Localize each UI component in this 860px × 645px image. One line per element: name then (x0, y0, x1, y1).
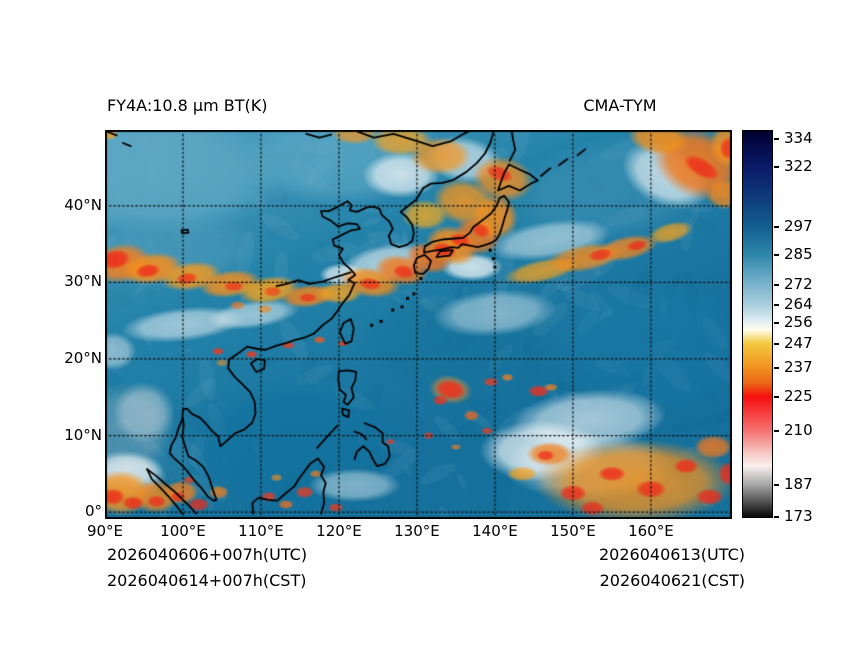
colorbar-tick-mark (774, 484, 779, 487)
y-tick-label: 0° (84, 502, 102, 521)
colorbar-tick-mark (774, 253, 779, 256)
footer-right-line1: 2026040613(UTC) (599, 545, 745, 564)
map-plot-area (105, 130, 732, 519)
y-tick-label: 10°N (64, 425, 102, 444)
colorbar-tick-mark (774, 430, 779, 433)
colorbar-tick-label: 334 (784, 128, 813, 147)
colorbar-tick-label: 173 (784, 506, 813, 525)
colorbar-tick-mark (774, 303, 779, 306)
colorbar-tick-mark (774, 284, 779, 287)
x-tick-label: 100°E (160, 522, 206, 540)
x-tick-label: 130°E (394, 522, 440, 540)
colorbar-tick-mark (774, 165, 779, 168)
y-tick-label: 40°N (64, 195, 102, 214)
x-tick-label: 140°E (472, 522, 518, 540)
satellite-bt-heatmap (105, 130, 732, 519)
plot-title-left: FY4A:10.8 μm BT(K) (107, 96, 268, 115)
footer-valid-time-left: 2026040606+007h(UTC) 2026040614+007h(CST… (107, 542, 307, 594)
colorbar-tick-label: 237 (784, 357, 813, 376)
x-tick-label: 90°E (86, 522, 124, 540)
colorbar-tick-label: 285 (784, 244, 813, 263)
x-tick-label: 150°E (550, 522, 596, 540)
colorbar-tick-label: 264 (784, 294, 813, 313)
x-tick-label: 110°E (238, 522, 284, 540)
colorbar-tick-mark (774, 321, 779, 324)
colorbar-tick-mark (774, 366, 779, 369)
x-tick-label: 160°E (628, 522, 674, 540)
colorbar-tick-label: 297 (784, 217, 813, 235)
y-tick-label: 20°N (64, 348, 102, 367)
colorbar-tick-mark (774, 137, 779, 140)
colorbar-tick-label: 187 (784, 475, 813, 494)
colorbar-tick-mark (774, 226, 779, 228)
colorbar-tick-label: 247 (784, 333, 813, 352)
colorbar (742, 130, 773, 518)
colorbar-tick-label: 210 (784, 421, 813, 440)
colorbar-tick-label: 256 (784, 312, 813, 331)
colorbar-tick-label: 272 (784, 275, 813, 294)
footer-left-line1: 2026040606+007h(UTC) (107, 545, 308, 564)
footer-valid-time-right: 2026040613(UTC) 2026040621(CST) (445, 542, 745, 594)
y-tick-label: 30°N (64, 272, 102, 291)
colorbar-tick-label: 225 (784, 386, 813, 405)
colorbar-tick-mark (774, 395, 779, 398)
x-tick-label: 120°E (316, 522, 362, 540)
colorbar-tick-label: 322 (784, 156, 813, 175)
footer-left-line2: 2026040614+007h(CST) (107, 571, 307, 590)
colorbar-tick-mark (774, 515, 779, 518)
footer-right-line2: 2026040621(CST) (599, 571, 745, 590)
plot-title-right: CMA-TYM (583, 96, 657, 115)
colorbar-tick-mark (774, 342, 779, 345)
